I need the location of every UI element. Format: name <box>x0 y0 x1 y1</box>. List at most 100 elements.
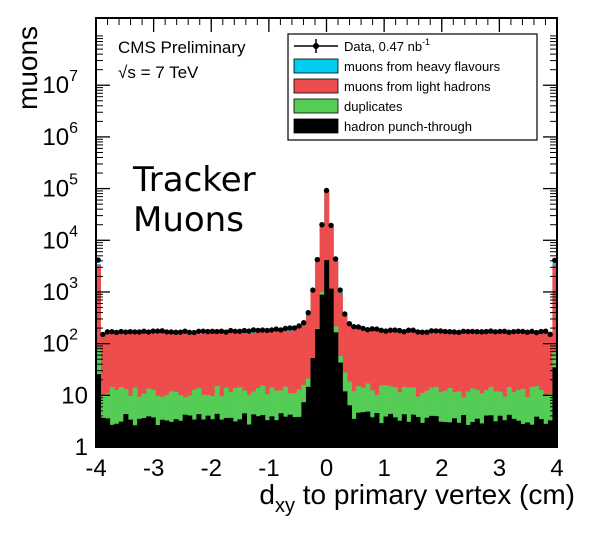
data-point <box>374 326 380 332</box>
data-point <box>168 329 175 335</box>
bar-hadron-punch-through <box>433 416 439 447</box>
data-point <box>460 328 467 335</box>
y-tick-label: 102 <box>42 327 78 358</box>
bar-hadron-punch-through <box>269 416 275 447</box>
bar-hadron-punch-through <box>155 425 161 447</box>
bar-hadron-punch-through <box>401 414 407 447</box>
data-point <box>104 329 111 335</box>
bar-duplicates <box>465 391 471 447</box>
bar-hadron-punch-through <box>159 419 165 447</box>
y-tick-label: 103 <box>42 275 78 306</box>
bar-muons-from-light-hadrons <box>278 330 284 447</box>
bar-hadron-punch-through <box>278 413 284 447</box>
bar-hadron-punch-through <box>260 415 266 447</box>
bar-duplicates <box>132 387 138 447</box>
bar-duplicates <box>155 395 161 447</box>
legend-swatch <box>293 118 339 134</box>
data-point <box>433 328 439 334</box>
bar-duplicates <box>378 385 384 447</box>
bar-muons-from-light-hadrons <box>369 329 375 447</box>
x-tick-label: 4 <box>550 455 563 482</box>
bar-muons-from-light-hadrons <box>178 331 184 447</box>
legend-data-marker <box>313 43 319 49</box>
data-point <box>383 328 389 334</box>
data-point <box>246 328 252 334</box>
bar-muons-from-light-hadrons <box>173 333 179 447</box>
bar-hadron-punch-through <box>274 420 279 447</box>
bar-duplicates <box>232 388 238 447</box>
y-axis-label: muons <box>12 26 43 110</box>
data-point <box>164 329 170 335</box>
data-point <box>442 328 448 335</box>
data-point <box>196 328 202 334</box>
bar-hadron-punch-through <box>347 405 352 447</box>
bar-muons-from-light-hadrons <box>424 331 430 447</box>
data-point <box>273 326 279 332</box>
data-point <box>154 328 161 334</box>
bar-hadron-punch-through <box>210 419 216 447</box>
bar-hadron-punch-through <box>310 358 316 447</box>
data-point <box>232 328 238 334</box>
bar-hadron-punch-through <box>502 420 508 447</box>
bar-muons-from-light-hadrons <box>511 332 517 447</box>
bar-duplicates <box>479 393 485 447</box>
bar-muons-from-light-hadrons <box>150 332 156 447</box>
bar-duplicates <box>543 395 549 447</box>
bar-muons-from-light-hadrons <box>228 331 234 447</box>
bar-hadron-punch-through <box>328 288 334 447</box>
data-point <box>483 328 489 335</box>
x-axis: -4 -3 -2 -1 0 1 2 3 4 <box>85 18 564 482</box>
bar-hadron-punch-through <box>219 419 225 447</box>
bar-duplicates <box>169 391 174 447</box>
bar-muons-from-light-hadrons <box>100 336 106 447</box>
data-point <box>100 331 106 338</box>
data-point <box>177 329 184 335</box>
data-point <box>360 325 366 332</box>
bar-hadron-punch-through <box>410 414 416 447</box>
bar-hadron-punch-through <box>520 423 526 447</box>
data-point <box>437 328 444 334</box>
y-axis: 1 10 102 103 104 105 106 107 <box>42 35 557 461</box>
bar-duplicates <box>520 388 526 447</box>
bar-hadron-punch-through <box>187 415 193 447</box>
data-points <box>95 187 558 338</box>
bar-muons-from-light-hadrons <box>438 331 444 447</box>
bar-muons-from-light-hadrons <box>141 333 147 447</box>
bar-muons-from-light-hadrons <box>497 331 503 447</box>
y-tick-label: 107 <box>42 68 78 99</box>
bar-muons-from-light-hadrons <box>127 332 133 447</box>
data-point <box>337 287 343 293</box>
bar-muons-from-light-hadrons <box>479 331 485 447</box>
bar-hadron-punch-through <box>105 418 111 447</box>
bar-hadron-punch-through <box>173 419 179 447</box>
data-point <box>145 329 152 335</box>
bar-muons-from-light-hadrons <box>452 332 457 447</box>
bar-hadron-punch-through <box>378 423 384 447</box>
bar-duplicates <box>529 386 535 447</box>
data-point <box>191 329 197 336</box>
bar-hadron-punch-through <box>369 417 375 447</box>
bar-hadron-punch-through <box>232 421 238 447</box>
bar-hadron-punch-through <box>114 423 120 447</box>
data-point <box>237 328 243 335</box>
bar-muons-from-light-hadrons <box>105 333 111 447</box>
panel-title-line2: Muons <box>133 200 244 240</box>
data-point <box>501 328 508 335</box>
data-point <box>533 329 540 336</box>
bar-hadron-punch-through <box>415 416 421 447</box>
x-tick-label: -1 <box>258 455 279 482</box>
data-point <box>355 324 362 330</box>
bar-hadron-punch-through <box>137 418 143 447</box>
bar-hadron-punch-through <box>511 418 517 447</box>
bar-hadron-punch-through <box>488 415 494 447</box>
data-point <box>173 329 179 336</box>
x-tick-label: -4 <box>85 455 106 482</box>
bar-muons-from-light-hadrons <box>274 331 279 447</box>
data-point <box>136 329 143 335</box>
bar-duplicates <box>538 390 544 447</box>
bar-hadron-punch-through <box>479 423 485 447</box>
y-tick-label: 1 <box>75 434 88 461</box>
bar-hadron-punch-through <box>538 419 544 447</box>
bar-hadron-punch-through <box>465 424 471 447</box>
bar-hadron-punch-through <box>191 419 197 447</box>
